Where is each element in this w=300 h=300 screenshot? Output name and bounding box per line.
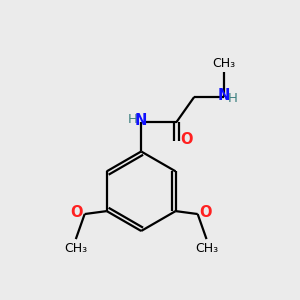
Text: H: H (128, 113, 138, 127)
Text: N: N (134, 113, 147, 128)
Text: O: O (181, 132, 193, 147)
Text: N: N (218, 88, 230, 103)
Text: CH₃: CH₃ (64, 242, 87, 255)
Text: O: O (200, 205, 212, 220)
Text: O: O (70, 205, 83, 220)
Text: CH₃: CH₃ (212, 57, 235, 70)
Text: H: H (227, 92, 237, 105)
Text: CH₃: CH₃ (195, 242, 218, 255)
